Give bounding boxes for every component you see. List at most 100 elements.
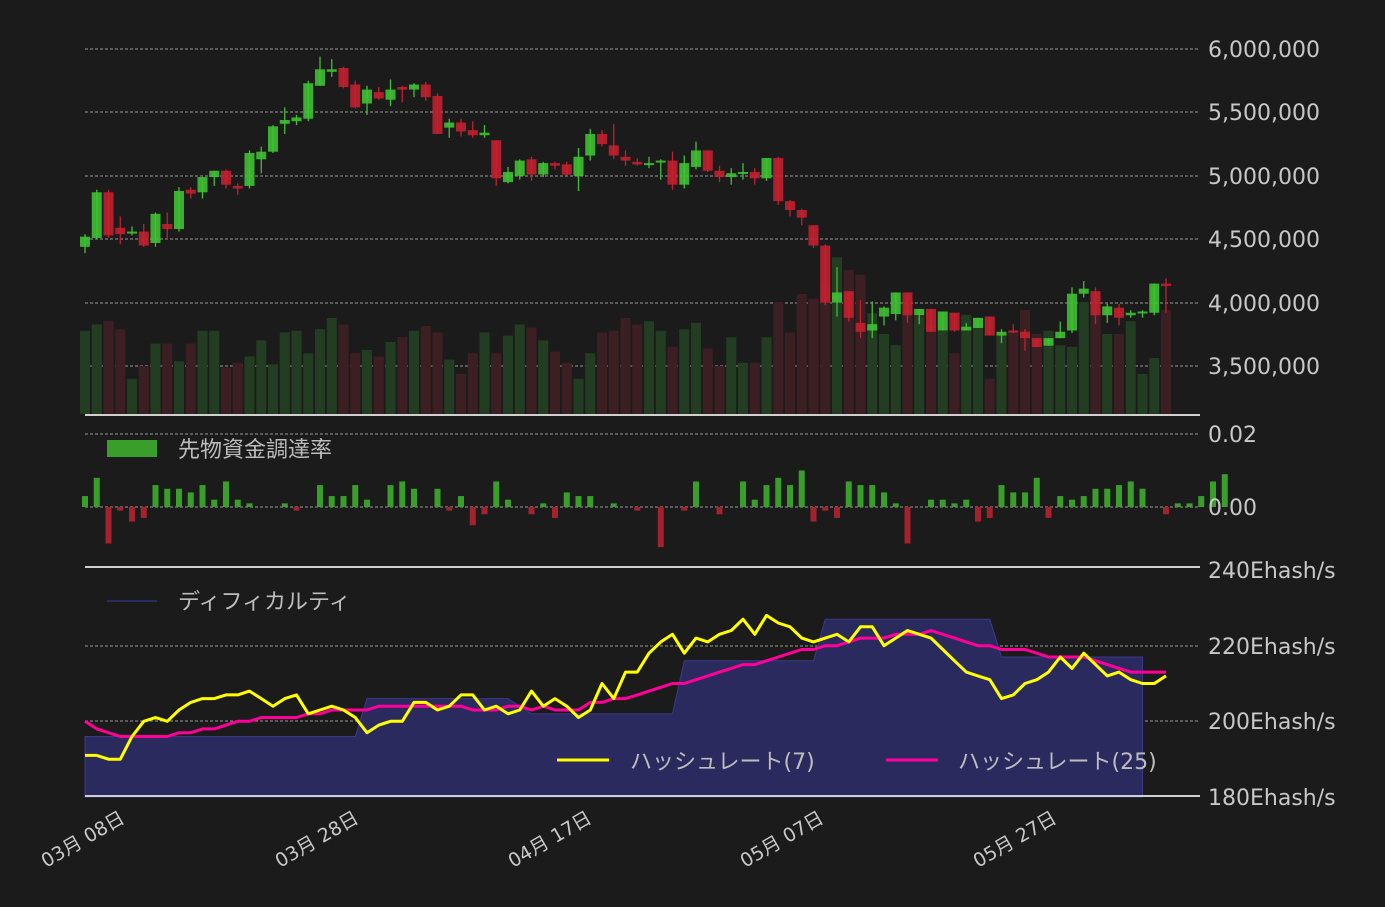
funding-bar <box>1139 488 1146 507</box>
funding-bar <box>1022 492 1028 507</box>
volume-bar <box>961 314 972 414</box>
volume-bar <box>1161 310 1171 414</box>
funding-bar <box>164 488 171 507</box>
volume-bar <box>138 366 149 414</box>
funding-bar <box>481 507 488 515</box>
candle-body <box>1020 331 1030 339</box>
candle-body <box>585 133 596 156</box>
candle-body <box>796 210 807 218</box>
funding-legend[interactable]: 先物資金調達率 <box>107 438 332 463</box>
funding-bar <box>1210 481 1216 507</box>
candle-body <box>80 236 90 247</box>
volume-bar <box>949 353 960 414</box>
candle-body <box>867 324 878 331</box>
funding-bar <box>798 470 805 507</box>
candle-body <box>1067 293 1077 331</box>
candle-body <box>103 192 114 236</box>
funding-bar <box>1010 492 1017 507</box>
volume-bar <box>796 294 807 414</box>
candle-body <box>303 83 314 119</box>
funding-bar <box>105 507 112 544</box>
funding-bar <box>1057 496 1064 507</box>
candle-body <box>843 291 854 318</box>
funding-bar <box>775 477 782 507</box>
volume-bar <box>561 362 572 414</box>
hashrate7-legend[interactable]: ハッシュレート(7) <box>557 750 815 775</box>
volume-bar <box>362 350 372 414</box>
candle-body <box>855 322 866 332</box>
volume-bar <box>855 274 866 414</box>
candle-body <box>1125 312 1136 316</box>
funding-bar <box>869 485 876 507</box>
hashrate-tick-label: 200Ehash/s <box>1208 710 1336 735</box>
difficulty-legend[interactable]: ディフィカルティ <box>107 590 351 615</box>
difficulty-legend-label: ディフィカルティ <box>178 590 351 615</box>
candle-body <box>973 317 983 328</box>
candle-body <box>444 122 455 128</box>
volume-bar <box>738 362 748 414</box>
volume-bar <box>503 335 513 414</box>
funding-tick-label: 0.00 <box>1208 496 1257 521</box>
candle-body <box>937 311 948 331</box>
volume-bar <box>996 334 1007 414</box>
price-tick-label: 4,000,000 <box>1208 292 1320 317</box>
candle-body <box>902 292 913 316</box>
volume-bar <box>773 302 784 414</box>
hashrate25-legend[interactable]: ハッシュレート(25) <box>886 750 1157 775</box>
funding-bar <box>187 492 194 507</box>
candle-body <box>150 213 161 244</box>
candle-body <box>291 117 302 122</box>
funding-bar <box>199 485 206 507</box>
candle-body <box>185 189 196 194</box>
funding-bar <box>1221 474 1228 507</box>
funding-bar <box>810 507 817 522</box>
funding-bar <box>281 503 288 507</box>
volume-bar <box>397 337 408 414</box>
x-axis: 03月 08日 03月 28日 04月 17日 05月 07日 05月 27日 <box>38 807 1061 872</box>
volume-bar <box>1031 334 1042 414</box>
volume-bar <box>162 343 173 414</box>
volume-bar <box>91 324 102 414</box>
funding-bar <box>693 481 699 507</box>
volume-bar <box>632 324 643 414</box>
volume-bar <box>890 345 901 414</box>
funding-bar <box>951 503 958 507</box>
volume-bar <box>338 324 349 414</box>
candle-body <box>785 201 795 211</box>
funding-bar <box>963 499 970 507</box>
volume-bar <box>1090 310 1101 414</box>
funding-bar <box>93 477 100 507</box>
volume-bar <box>1078 302 1089 414</box>
price-tick-label: 3,500,000 <box>1208 355 1320 380</box>
funding-bar <box>340 496 347 507</box>
candle-body <box>526 159 537 175</box>
candle-body <box>174 191 184 230</box>
hashrate25-line <box>84 629 1166 738</box>
candle-body <box>879 307 889 317</box>
volume-bar <box>1137 374 1148 414</box>
volume-bar <box>279 332 290 414</box>
candle-body <box>385 89 396 100</box>
candle-body <box>338 68 349 88</box>
candle-body <box>91 192 102 238</box>
funding-legend-swatch <box>107 440 157 457</box>
candle-body <box>420 84 431 98</box>
volume-bar <box>573 378 584 414</box>
candle-body <box>1078 288 1089 294</box>
funding-bar <box>751 499 758 507</box>
candle-body <box>808 225 819 246</box>
funding-bar <box>939 499 946 507</box>
funding-bar <box>434 488 441 507</box>
candle-body <box>456 122 466 132</box>
candle-body <box>926 308 936 332</box>
volume-bar <box>326 318 337 414</box>
funding-bar <box>328 496 335 507</box>
candle-body <box>561 164 572 175</box>
funding-bar <box>552 507 558 518</box>
candle-body <box>503 171 513 183</box>
volume-bar <box>244 356 255 414</box>
funding-bar <box>575 496 582 507</box>
volume-bar <box>385 342 396 414</box>
funding-bar <box>458 496 464 507</box>
funding-bar <box>1069 499 1075 507</box>
